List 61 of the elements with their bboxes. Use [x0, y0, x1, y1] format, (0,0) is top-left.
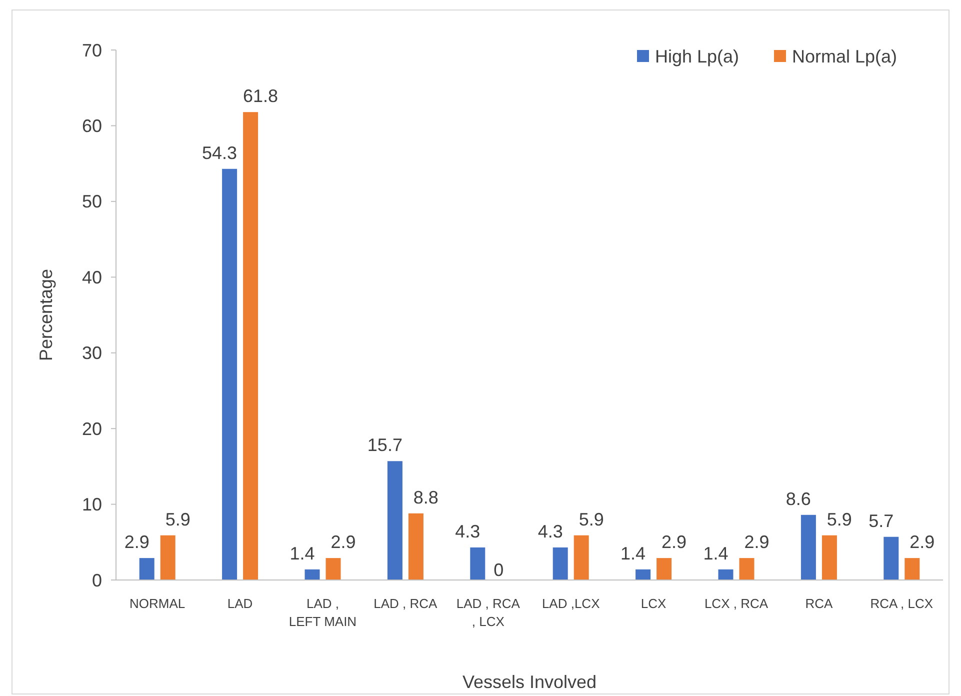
bar [470, 547, 486, 580]
y-tick-label: 70 [82, 40, 102, 60]
y-axis-title: Percentage [36, 268, 56, 362]
y-tick-label: 30 [82, 343, 102, 364]
legend-label: High Lp(a) [655, 46, 740, 66]
data-label: 8.8 [413, 487, 438, 508]
legend-label: Normal Lp(a) [792, 46, 898, 66]
bar [884, 536, 899, 580]
bar [552, 547, 568, 580]
bar [160, 535, 176, 580]
bar [822, 535, 837, 580]
bar [139, 558, 154, 580]
x-tick-label: LAD , LEFT MAIN [288, 596, 357, 629]
bar [408, 513, 424, 580]
data-label: 2.9 [662, 532, 687, 552]
bar [326, 558, 341, 580]
x-tick-label: NORMAL [130, 596, 186, 611]
bar [574, 535, 589, 580]
x-tick-label: LAD ,LCX [542, 596, 600, 611]
bar [222, 168, 238, 580]
bar [718, 569, 734, 580]
bar [243, 112, 258, 580]
x-tick-label: LAD , RCA [374, 596, 438, 611]
bar [304, 569, 320, 580]
y-tick-label: 10 [82, 494, 102, 515]
data-label: 8.6 [786, 488, 811, 509]
data-label: 1.4 [290, 543, 315, 564]
data-label: 1.4 [620, 543, 646, 564]
y-tick-label: 40 [82, 267, 102, 288]
bar [656, 558, 672, 580]
x-axis-title: Vessels Involved [462, 672, 597, 692]
data-label: 4.3 [455, 521, 480, 542]
bar [904, 558, 920, 580]
bar [800, 514, 816, 580]
y-tick-label: 20 [82, 418, 102, 439]
x-tick-label: LCX , RCA [704, 596, 768, 611]
x-tick-label: RCA , LCX [870, 596, 934, 611]
x-tick-label: LAD [227, 596, 253, 611]
data-label: 15.7 [367, 435, 402, 456]
data-label: 2.9 [910, 532, 935, 552]
bar [636, 569, 651, 580]
x-tick-label: LCX [640, 596, 667, 611]
data-label: 2.9 [744, 532, 770, 552]
data-label: 5.9 [826, 509, 852, 530]
y-tick-label: 50 [82, 192, 102, 212]
y-tick-label: 0 [92, 570, 102, 590]
data-label: 4.3 [538, 521, 563, 542]
data-label: 0 [494, 560, 504, 580]
data-label: 61.8 [243, 86, 278, 106]
bar [739, 558, 754, 580]
data-label: 2.9 [330, 532, 356, 552]
data-label: 54.3 [202, 142, 238, 163]
bar [387, 461, 402, 580]
x-tick-label: RCA [805, 596, 833, 611]
data-label: 5.9 [578, 509, 604, 530]
data-label: 1.4 [703, 543, 728, 564]
data-label: 5.7 [868, 510, 894, 531]
data-label: 2.9 [124, 532, 150, 552]
data-label: 5.9 [165, 509, 190, 530]
y-tick-label: 60 [82, 116, 102, 136]
x-tick-label: LAD , RCA , LCX [456, 596, 520, 629]
